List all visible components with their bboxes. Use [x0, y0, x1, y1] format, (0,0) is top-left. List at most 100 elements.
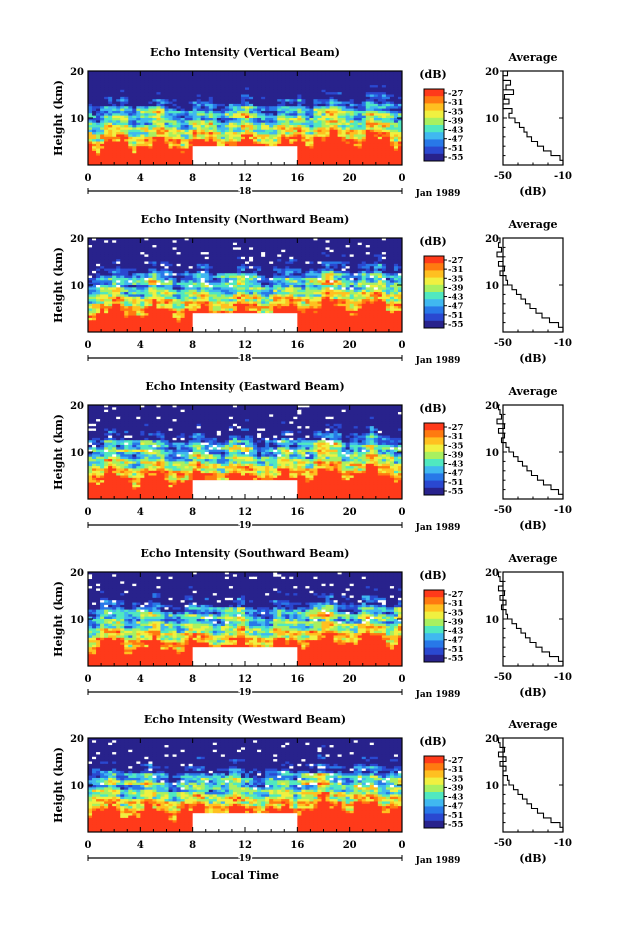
heatmap-cell [365, 252, 371, 255]
heatmap-cell [144, 75, 149, 79]
heatmap-cell [305, 277, 310, 281]
heatmap-cell [281, 122, 286, 126]
heatmap-cell [249, 94, 254, 98]
heatmap-cell [321, 242, 327, 246]
heatmap-cell [249, 141, 254, 145]
heatmap-cell [124, 132, 129, 135]
heatmap-cell [192, 118, 198, 121]
heatmap-cell [156, 263, 161, 267]
heatmap-cell [168, 280, 174, 284]
heatmap-cell [333, 263, 339, 267]
heatmap-cell [216, 273, 222, 277]
heatmap-cell [236, 245, 242, 248]
heatmap-cell [389, 146, 395, 150]
heatmap-cell [253, 249, 258, 253]
heatmap-cell [325, 99, 331, 103]
heatmap-cell [333, 287, 339, 291]
heatmap-cell [232, 103, 238, 107]
heatmap-cell [120, 160, 125, 164]
heatmap-cell [369, 96, 375, 100]
heatmap-cell [249, 268, 254, 272]
heatmap-cell [176, 94, 182, 98]
heatmap-cell [228, 289, 234, 293]
heatmap-cell [212, 285, 218, 288]
heatmap-cell [212, 132, 218, 135]
heatmap-cell [128, 115, 133, 119]
heatmap-cell [277, 108, 282, 112]
heatmap-cell [116, 277, 121, 281]
heatmap-cell [361, 240, 367, 244]
heatmap-cell [232, 275, 238, 279]
heatmap-cell [253, 242, 258, 246]
heatmap-cell [253, 120, 258, 124]
heatmap-cell [293, 141, 298, 145]
heatmap-cell [361, 110, 367, 114]
heatmap-cell [156, 148, 161, 152]
heatmap-cell [224, 134, 230, 138]
heatmap-cell [389, 275, 395, 279]
heatmap-cell [337, 75, 343, 79]
heatmap-cell [285, 75, 290, 79]
heatmap-cell [321, 247, 327, 251]
heatmap-cell [236, 242, 242, 246]
heatmap-cell [180, 285, 186, 288]
heatmap-cell [104, 242, 109, 246]
heatmap-cell [92, 89, 97, 93]
heatmap-cell [124, 75, 129, 79]
heatmap-cell [365, 143, 371, 147]
heatmap-cell [337, 103, 343, 107]
heatmap-cell [321, 122, 327, 126]
heatmap-cell [257, 106, 262, 110]
heatmap-cell [281, 115, 286, 119]
heatmap-cell [88, 162, 93, 165]
heatmap-cell [96, 127, 101, 131]
heatmap-cell [249, 73, 254, 77]
heatmap-cell [128, 162, 133, 165]
heatmap-cell [309, 148, 314, 152]
heatmap-cell [228, 115, 234, 119]
heatmap-cell [285, 141, 290, 145]
heatmap-cell [92, 240, 97, 244]
beam-panel: Echo Intensity (Northward Beam)2010Heigh… [52, 213, 572, 366]
heatmap-cell [325, 129, 331, 133]
heatmap-cell [132, 80, 137, 84]
heatmap-cell [152, 89, 157, 93]
heatmap-cell [216, 268, 222, 272]
heatmap-cell [196, 242, 202, 246]
heatmap-cell [204, 75, 210, 79]
heatmap-cell [204, 92, 210, 95]
heatmap-cell [88, 240, 93, 244]
heatmap-cell [305, 259, 310, 262]
heatmap-cell [285, 103, 290, 107]
heatmap-cell [317, 99, 322, 103]
heatmap-cell [100, 238, 105, 241]
heatmap-cell [361, 245, 367, 248]
heatmap-cell [349, 127, 355, 131]
heatmap-cell [176, 155, 182, 159]
heatmap-cell [257, 96, 262, 100]
heatmap-cell [381, 118, 387, 121]
heatmap-cell [301, 122, 306, 126]
heatmap-cell [249, 110, 254, 114]
heatmap-cell [140, 75, 145, 79]
heatmap-cell [357, 256, 363, 260]
heatmap-cell [317, 71, 322, 74]
heatmap-cell [228, 282, 234, 286]
heatmap-cell [140, 162, 145, 165]
heatmap-cell [220, 282, 226, 286]
heatmap-cell [148, 118, 153, 121]
heatmap-cell [393, 71, 399, 74]
heatmap-cell [240, 96, 246, 100]
heatmap-cell [144, 115, 149, 119]
heatmap-cell [120, 127, 125, 131]
heatmap-cell [381, 287, 387, 291]
heatmap-cell [156, 113, 161, 117]
heatmap-cell [309, 270, 314, 274]
heatmap-cell [317, 252, 322, 255]
heatmap-cell [313, 146, 318, 150]
heatmap-cell [232, 270, 238, 274]
heatmap-cell [289, 261, 294, 265]
heatmap-cell [249, 96, 254, 100]
heatmap-cell [104, 125, 109, 128]
heatmap-cell [361, 261, 367, 265]
